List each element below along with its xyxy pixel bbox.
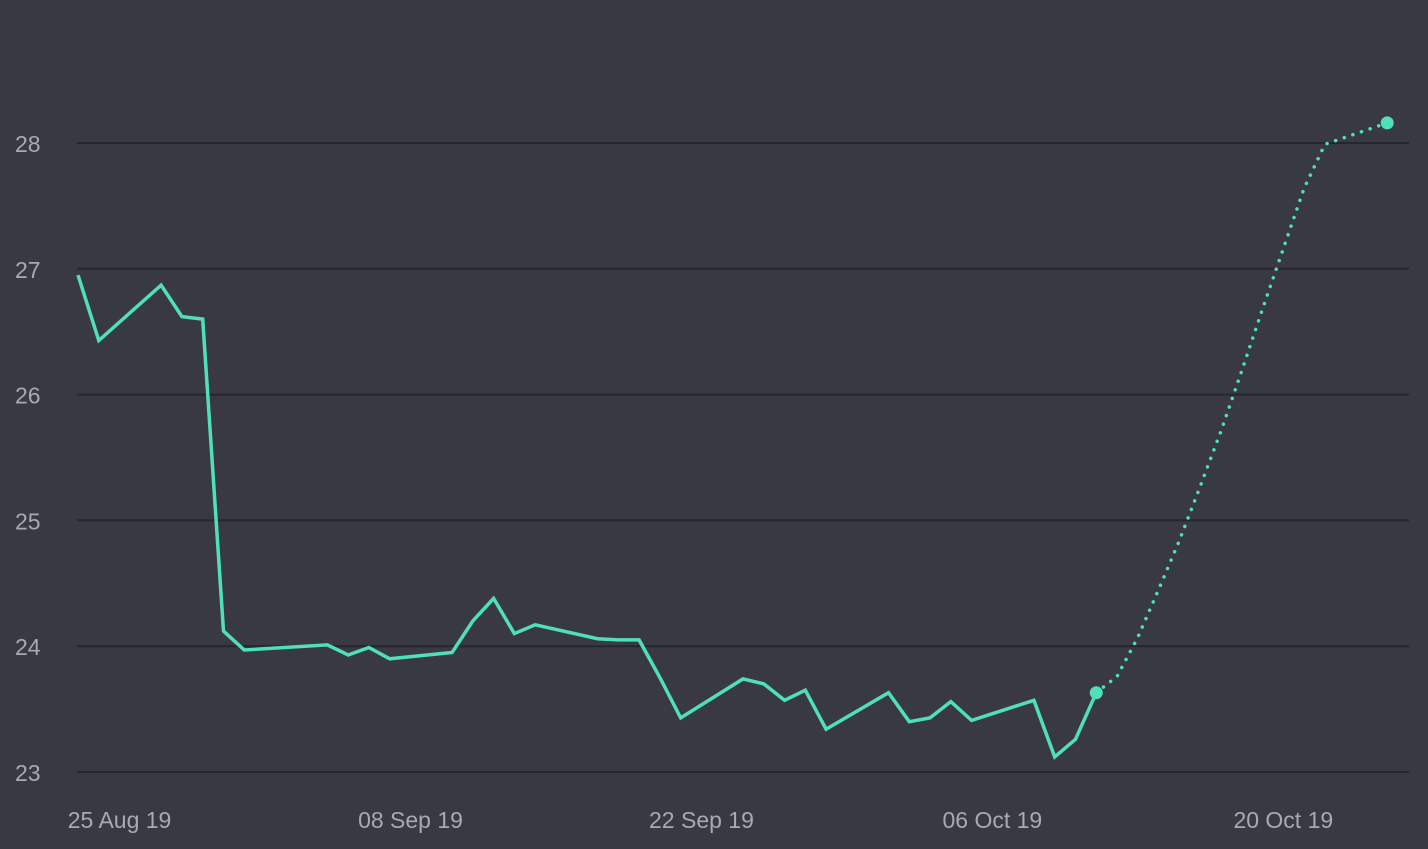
y-tick-label: 27 [15,257,41,283]
forecast-start-point [1089,686,1103,700]
x-tick-label: 06 Oct 19 [943,807,1043,833]
forecast-series-line [1094,121,1389,695]
y-tick-label: 28 [15,131,41,157]
x-tick-label: 20 Oct 19 [1233,807,1333,833]
x-tick-labels: 25 Aug 19 08 Sep 19 22 Sep 19 06 Oct 19 20 O… [68,807,1333,833]
series-layer [76,116,1394,760]
y-tick-label: 25 [15,508,41,534]
y-tick-label: 26 [15,383,41,409]
x-tick-label: 25 Aug 19 [68,807,172,833]
x-tick-label: 08 Sep 19 [358,807,463,833]
history-series-line [76,274,1098,760]
y-tick-label: 23 [15,760,41,786]
x-tick-label: 22 Sep 19 [649,807,754,833]
forecast-end-point [1380,116,1394,130]
y-tick-labels: 23 24 25 26 27 28 [15,131,41,786]
y-tick-label: 24 [15,634,41,660]
